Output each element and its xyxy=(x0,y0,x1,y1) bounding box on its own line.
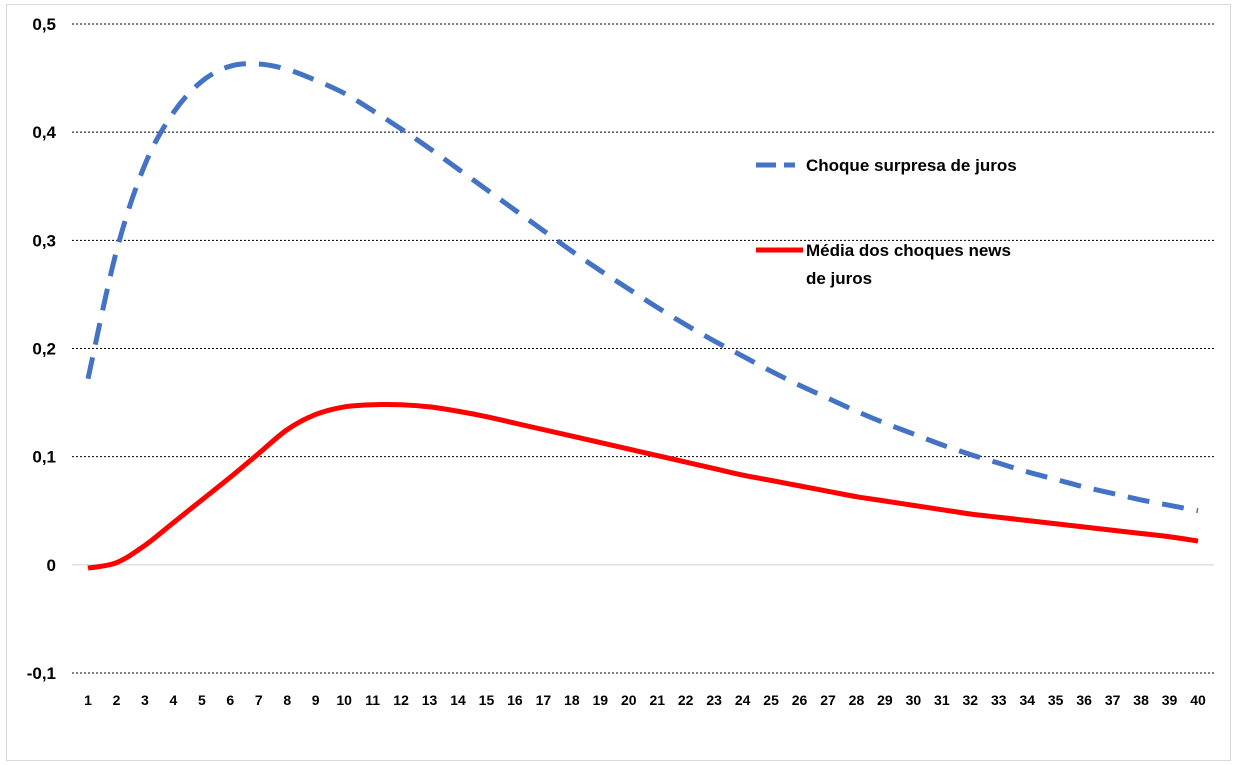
x-tick-label: 16 xyxy=(507,692,523,708)
x-tick-label: 27 xyxy=(820,692,836,708)
x-tick-label: 11 xyxy=(365,692,380,708)
x-tick-label: 17 xyxy=(536,692,552,708)
legend-label-line-2: de juros xyxy=(806,269,872,288)
y-axis: -0,1 0 0,1 0,2 0,3 0,4 0,5 xyxy=(27,15,57,683)
x-tick-label: 40 xyxy=(1190,692,1206,708)
y-tick-label: 0,1 xyxy=(32,448,56,467)
x-tick-label: 25 xyxy=(763,692,779,708)
x-tick-label: 24 xyxy=(735,692,751,708)
y-tick-label: 0,3 xyxy=(32,231,56,250)
y-tick-label: -0,1 xyxy=(27,664,56,683)
gridlines xyxy=(72,23,1214,674)
x-tick-label: 20 xyxy=(621,692,637,708)
y-tick-label: 0,2 xyxy=(32,340,56,359)
x-tick-label: 2 xyxy=(113,692,121,708)
x-tick-label: 29 xyxy=(877,692,893,708)
x-tick-label: 31 xyxy=(934,692,950,708)
x-tick-label: 18 xyxy=(564,692,580,708)
x-tick-label: 3 xyxy=(141,692,149,708)
legend-label-choque-surpresa: Choque surpresa de juros xyxy=(806,156,1017,175)
x-tick-label: 32 xyxy=(963,692,979,708)
y-tick-label: 0,5 xyxy=(32,15,56,34)
x-tick-label: 22 xyxy=(678,692,694,708)
x-tick-label: 26 xyxy=(792,692,808,708)
x-tick-label: 10 xyxy=(336,692,352,708)
x-tick-label: 4 xyxy=(169,692,177,708)
x-tick-label: 9 xyxy=(312,692,320,708)
x-tick-label: 15 xyxy=(479,692,495,708)
x-tick-label: 28 xyxy=(849,692,865,708)
y-tick-label: 0 xyxy=(47,556,56,575)
x-tick-label: 1 xyxy=(84,692,92,708)
legend: Choque surpresa de juros Média dos choqu… xyxy=(756,156,1017,288)
x-tick-label: 23 xyxy=(706,692,722,708)
x-tick-label: 30 xyxy=(906,692,922,708)
series-line-choque-surpresa xyxy=(85,61,1199,514)
x-tick-label: 39 xyxy=(1162,692,1178,708)
x-tick-label: 13 xyxy=(422,692,438,708)
series-lines xyxy=(85,61,1199,571)
x-tick-label: 34 xyxy=(1019,692,1035,708)
x-tick-label: 12 xyxy=(393,692,409,708)
x-tick-label: 38 xyxy=(1133,692,1149,708)
x-axis: 1 2 3 4 5 6 7 8 9 10 11 12 13 14 15 16 17 18 19 20 21 22 23 24 2… xyxy=(84,692,1206,708)
x-tick-label: 21 xyxy=(649,692,665,708)
x-tick-label: 36 xyxy=(1076,692,1092,708)
x-tick-label: 33 xyxy=(991,692,1007,708)
x-tick-label: 37 xyxy=(1105,692,1121,708)
y-tick-label: 0,4 xyxy=(32,123,56,142)
x-tick-label: 7 xyxy=(255,692,263,708)
x-tick-label: 6 xyxy=(226,692,234,708)
legend-label-media-choques-news: Média dos choques news de juros xyxy=(806,241,1016,288)
x-tick-label: 19 xyxy=(593,692,609,708)
series-line-media-choques-news xyxy=(87,401,1199,571)
x-tick-label: 35 xyxy=(1048,692,1064,708)
x-tick-label: 5 xyxy=(198,692,206,708)
x-tick-label: 8 xyxy=(283,692,291,708)
chart-frame xyxy=(6,4,1231,761)
x-tick-label: 14 xyxy=(450,692,466,708)
legend-label-line-1: Média dos choques news xyxy=(806,241,1011,260)
